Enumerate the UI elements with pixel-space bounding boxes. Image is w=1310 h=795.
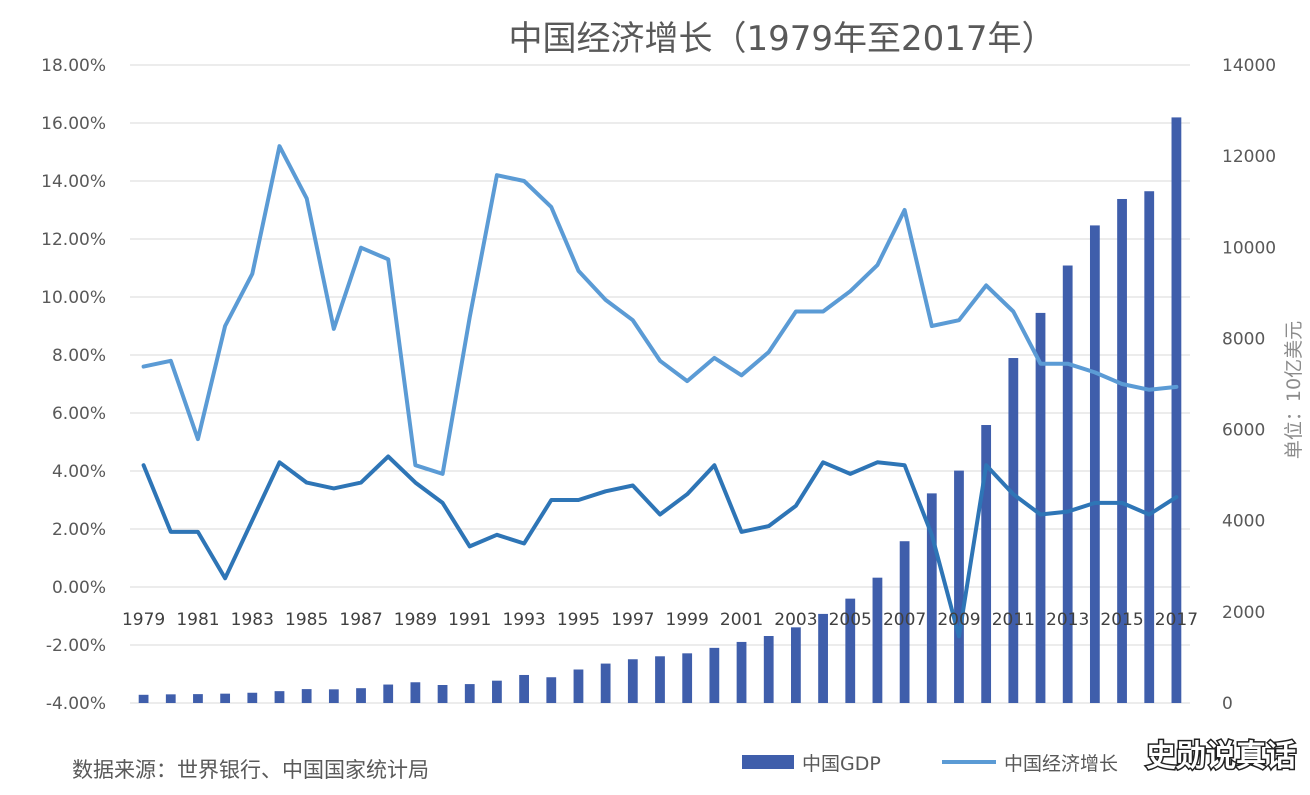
x-tick-label: 1979	[122, 610, 165, 630]
x-tick-label: 2003	[774, 610, 817, 630]
left-tick-label: 14.00%	[41, 172, 106, 192]
x-tick-label: 2001	[720, 610, 763, 630]
gdp-bar	[247, 692, 258, 703]
gdp-bar	[1171, 117, 1182, 703]
gdp-bar	[872, 577, 883, 703]
legend-swatch-gdp	[742, 755, 794, 769]
right-tick-label: 6000	[1222, 421, 1265, 441]
gdp-bar	[573, 669, 584, 703]
legend: 中国GDP 中国经济增长	[742, 753, 1118, 775]
x-tick-label: 2017	[1155, 610, 1198, 630]
right-tick-label: 4000	[1222, 512, 1265, 532]
line-series	[141, 144, 1179, 639]
x-tick-label: 2009	[937, 610, 980, 630]
x-tick-label: 1987	[339, 610, 382, 630]
gridlines	[130, 64, 1190, 704]
gdp-bar	[492, 680, 502, 703]
x-tick-label: 1989	[394, 610, 437, 630]
gdp-bar	[546, 677, 557, 703]
gdp-bar	[791, 627, 801, 703]
gdp-bar	[818, 613, 828, 703]
gdp-bar	[1144, 191, 1155, 704]
left-tick-label: 10.00%	[41, 288, 106, 308]
gdp-bars	[138, 117, 1182, 704]
x-tick-label: 2013	[1046, 610, 1089, 630]
x-tick-label: 1981	[176, 610, 219, 630]
second-line	[141, 454, 1179, 639]
gdp-bar	[899, 541, 910, 703]
gdp-bar	[1062, 265, 1073, 703]
gdp-bar	[981, 425, 992, 703]
right-tick-label: 14000	[1222, 56, 1276, 76]
gdp-bar	[1117, 198, 1127, 704]
x-tick-label: 1985	[285, 610, 328, 630]
gdp-bar	[220, 693, 231, 703]
gdp-bar	[274, 691, 285, 703]
left-tick-label: 2.00%	[52, 520, 106, 540]
gdp-bar	[655, 656, 665, 703]
x-tick-label: 1993	[502, 610, 545, 630]
gdp-bar	[356, 688, 366, 703]
gdp-bar	[1089, 225, 1100, 703]
left-tick-label: 16.00%	[41, 114, 106, 134]
right-tick-label: 8000	[1222, 329, 1265, 349]
right-axis-unit: 单位：10亿美元	[1283, 321, 1305, 459]
gdp-bar	[709, 647, 720, 703]
x-tick-label: 1983	[231, 610, 274, 630]
gdp-bar	[437, 684, 448, 703]
left-tick-label: 0.00%	[52, 578, 106, 598]
chart-title: 中国经济增长（1979年至2017年）	[508, 19, 1055, 59]
gdp-bar	[165, 694, 176, 703]
x-tick-label: 1999	[666, 610, 709, 630]
gdp-bar	[383, 684, 394, 703]
x-tick-label: 2015	[1100, 610, 1143, 630]
gdp-bar	[763, 636, 774, 703]
right-axis: 0 2000 4000 6000 8000 10000 12000 14000	[1222, 56, 1276, 714]
left-tick-label: 12.00%	[41, 230, 106, 250]
x-tick-label: 2007	[883, 610, 926, 630]
x-tick-label: 1991	[448, 610, 491, 630]
gdp-bar	[1035, 312, 1046, 703]
gdp-bar	[1008, 358, 1019, 703]
right-tick-label: 2000	[1222, 603, 1265, 623]
right-tick-label: 0	[1222, 694, 1233, 714]
gdp-bar	[682, 653, 693, 703]
gdp-bar	[954, 470, 964, 703]
gdp-bar	[845, 598, 856, 703]
gdp-bar	[627, 659, 638, 703]
x-axis: 1979 1981 1983 1985 1987 1989 1991 1993 1995 1997…	[122, 610, 1198, 630]
left-tick-label: 18.00%	[41, 56, 106, 76]
watermark: 史勋说真话	[1146, 739, 1296, 774]
right-tick-label: 12000	[1222, 147, 1276, 167]
gdp-bar	[600, 663, 611, 703]
left-axis: -4.00% -2.00% 0.00% 2.00% 4.00% 6.00% 8.00% 10.…	[41, 56, 106, 714]
gdp-bar	[519, 674, 529, 703]
gdp-bar	[301, 689, 312, 703]
x-tick-label: 2005	[829, 610, 872, 630]
right-tick-label: 10000	[1222, 238, 1276, 258]
x-tick-label: 1997	[611, 610, 654, 630]
gdp-bar	[926, 493, 937, 703]
gdp-bar	[464, 684, 475, 703]
legend-label-growth: 中国经济增长	[1004, 753, 1118, 775]
gdp-bar	[410, 682, 421, 703]
left-tick-label: -4.00%	[46, 694, 106, 714]
data-source: 数据来源：世界银行、中国国家统计局	[72, 758, 429, 782]
left-tick-label: 4.00%	[52, 462, 106, 482]
gdp-bar	[138, 694, 149, 703]
growth-line	[141, 144, 1179, 476]
gdp-bar	[328, 689, 339, 703]
left-tick-label: 8.00%	[52, 346, 106, 366]
x-tick-label: 1995	[557, 610, 600, 630]
gdp-bar	[736, 641, 747, 703]
left-tick-label: -2.00%	[46, 636, 106, 656]
gdp-bar	[193, 694, 203, 703]
x-tick-label: 2011	[992, 610, 1035, 630]
left-tick-label: 6.00%	[52, 404, 106, 424]
legend-label-gdp: 中国GDP	[802, 753, 881, 775]
